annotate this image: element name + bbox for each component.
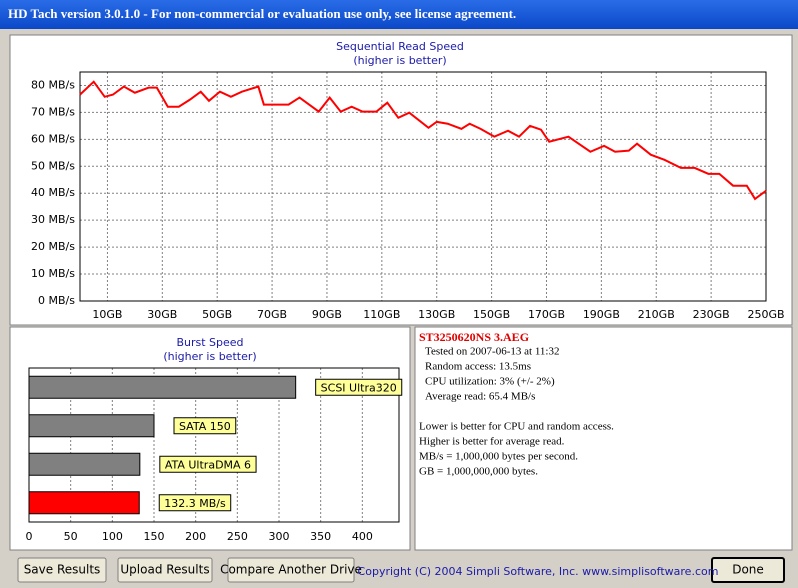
x-tick-label: 130GB [418, 308, 455, 321]
copyright: Copyright (C) 2004 Simpli Software, Inc.… [358, 565, 719, 578]
y-tick-label: 70 MB/s [31, 105, 75, 118]
button-face [117, 557, 213, 583]
y-tick-label: 30 MB/s [31, 213, 75, 226]
x-tick-label: 200 [185, 530, 206, 543]
button-face [227, 557, 355, 583]
x-tick-label: 170GB [528, 308, 565, 321]
button-face [711, 557, 785, 583]
info-note: GB = 1,000,000,000 bytes. [419, 466, 538, 478]
bar-label-box [315, 378, 403, 396]
info-note: Higher is better for average read. [419, 436, 565, 448]
bar-label-box [159, 455, 257, 473]
chart-title: Sequential Read Speed [336, 40, 464, 53]
y-tick-label: 10 MB/s [31, 267, 75, 280]
x-tick-label: 10GB [92, 308, 122, 321]
y-tick-label: 80 MB/s [31, 78, 75, 91]
plot-frame [79, 71, 767, 302]
chart-subtitle: (higher is better) [353, 54, 446, 67]
info-panel [414, 326, 793, 551]
info-line: Random access: 13.5ms [425, 361, 531, 373]
x-tick-label: 210GB [638, 308, 675, 321]
bar-label: ATA UltraDMA 6 [165, 458, 251, 471]
button-label: Compare Another Drive [220, 563, 362, 577]
x-tick-label: 100 [102, 530, 123, 543]
button-face [17, 557, 107, 583]
x-tick-label: 300 [269, 530, 290, 543]
x-tick-label: 190GB [583, 308, 620, 321]
x-tick-label: 250GB [747, 308, 784, 321]
x-tick-label: 350 [310, 530, 331, 543]
read-speed-line [79, 80, 767, 201]
x-tick-label: 150GB [473, 308, 510, 321]
drive-name: ST3250620NS 3.AEG [419, 330, 529, 344]
button[interactable]: Save Results [17, 557, 107, 583]
title-bar [0, 0, 798, 29]
y-tick-label: 50 MB/s [31, 159, 75, 172]
y-tick-label: 20 MB/s [31, 240, 75, 253]
x-tick-label: 230GB [693, 308, 730, 321]
info-note: Lower is better for CPU and random acces… [419, 421, 614, 433]
info-note: MB/s = 1,000,000 bytes per second. [419, 451, 578, 463]
bar-label: SCSI Ultra320 [321, 381, 397, 394]
bar-label-box [158, 494, 232, 512]
y-tick-label: 0 MB/s [38, 294, 75, 307]
chart-title: Burst Speed [176, 336, 243, 349]
bar [28, 414, 155, 438]
info-line: Average read: 65.4 MB/s [425, 391, 535, 403]
x-tick-label: 50GB [202, 308, 232, 321]
x-tick-label: 50 [64, 530, 78, 543]
x-tick-label: 150 [144, 530, 165, 543]
bar [28, 452, 141, 476]
x-tick-label: 110GB [363, 308, 400, 321]
window-title: HD Tach version 3.0.1.0 - For non-commer… [8, 6, 516, 21]
button[interactable]: Upload Results [117, 557, 213, 583]
button-label: Upload Results [120, 563, 209, 577]
button-label: Done [732, 563, 764, 577]
button[interactable]: Done [711, 557, 785, 583]
button-label: Save Results [24, 563, 101, 577]
x-tick-label: 400 [352, 530, 373, 543]
y-tick-label: 40 MB/s [31, 186, 75, 199]
info-line: Tested on 2007-06-13 at 11:32 [425, 346, 559, 358]
bar-label: 132.3 MB/s [164, 497, 226, 510]
y-tick-label: 60 MB/s [31, 132, 75, 145]
x-tick-label: 30GB [147, 308, 177, 321]
bar [28, 491, 140, 515]
chart-subtitle: (higher is better) [163, 350, 256, 363]
info-line: CPU utilization: 3% (+/- 2%) [425, 376, 555, 388]
x-tick-label: 0 [26, 530, 33, 543]
button[interactable]: Compare Another Drive [220, 557, 362, 583]
x-tick-label: 70GB [257, 308, 287, 321]
read-panel [9, 34, 793, 326]
x-tick-label: 250 [227, 530, 248, 543]
x-tick-label: 90GB [312, 308, 342, 321]
bar-label: SATA 150 [179, 420, 231, 433]
bar-label-box [173, 417, 237, 435]
plot-frame [28, 367, 400, 523]
bar [28, 375, 297, 399]
